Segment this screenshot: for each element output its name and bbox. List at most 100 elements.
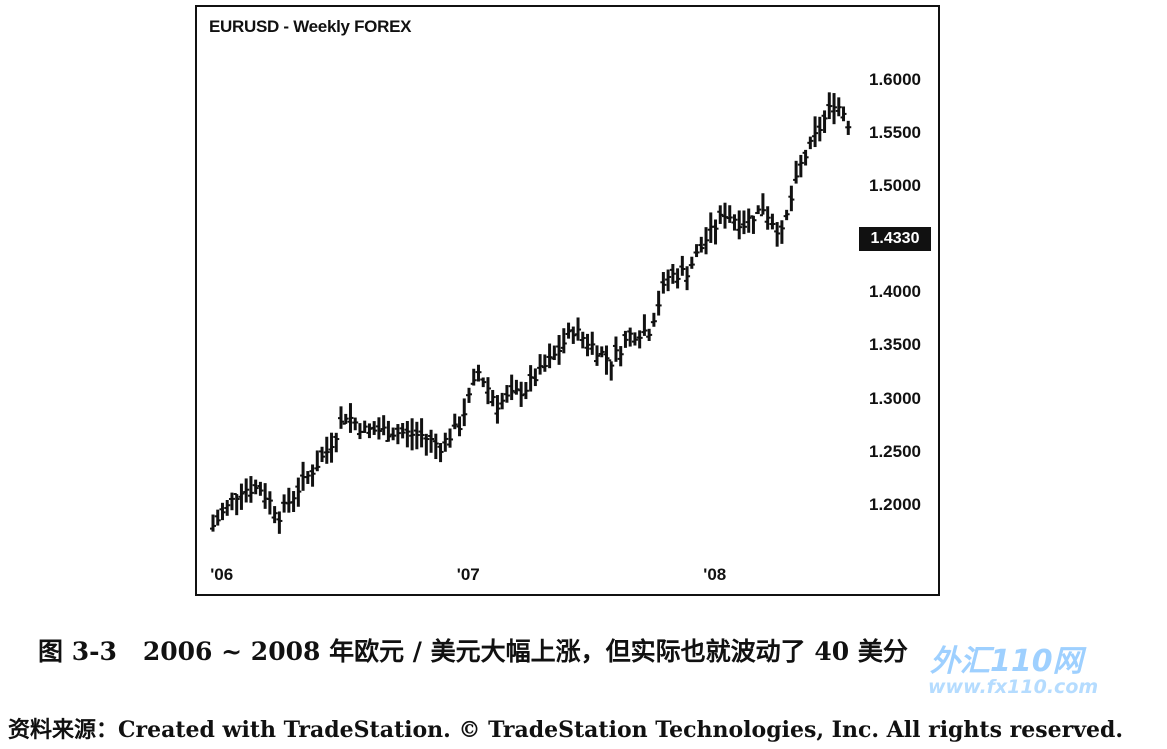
price-bar bbox=[214, 509, 221, 526]
price-bar bbox=[466, 387, 472, 403]
y-tick-label: 1.5500 bbox=[869, 123, 921, 143]
y-tick-label: 1.2000 bbox=[869, 494, 921, 514]
price-bar bbox=[290, 491, 297, 512]
price-bar bbox=[612, 336, 619, 362]
price-bar bbox=[617, 346, 624, 367]
price-bar bbox=[840, 106, 847, 122]
price-bar bbox=[537, 354, 544, 375]
price-bar bbox=[688, 256, 695, 269]
price-bar bbox=[394, 424, 401, 445]
price-bar bbox=[769, 213, 776, 230]
price-bar bbox=[409, 418, 416, 451]
price-bar bbox=[551, 345, 558, 361]
price-bar bbox=[579, 331, 586, 349]
price-bar bbox=[641, 314, 648, 336]
price-bar bbox=[276, 511, 283, 534]
price-bar bbox=[499, 392, 506, 410]
price-bar bbox=[228, 492, 235, 511]
price-bar bbox=[603, 345, 610, 375]
price-bar bbox=[262, 483, 269, 509]
price-bar bbox=[233, 492, 240, 516]
price-bar bbox=[831, 93, 838, 125]
price-bar bbox=[247, 476, 254, 503]
price-bar bbox=[314, 450, 321, 472]
price-bar bbox=[532, 368, 539, 387]
y-tick-label: 1.6000 bbox=[869, 70, 921, 90]
price-bar bbox=[366, 423, 373, 439]
price-bar bbox=[323, 436, 330, 464]
price-bar bbox=[361, 420, 368, 433]
y-tick-label: 1.5000 bbox=[869, 176, 921, 196]
price-bar bbox=[608, 359, 615, 381]
price-bar bbox=[802, 149, 809, 166]
price-bar bbox=[428, 429, 435, 453]
price-bar bbox=[423, 433, 430, 456]
x-tick-label: '08 bbox=[703, 565, 727, 584]
chart-frame: EURUSD - Weekly FOREX 1.6000 1.5500 1.5000… bbox=[195, 5, 940, 596]
price-bar bbox=[636, 330, 643, 349]
price-bar bbox=[783, 209, 790, 221]
price-bar bbox=[390, 427, 397, 441]
price-bar bbox=[660, 272, 667, 294]
price-bar bbox=[295, 477, 302, 507]
price-bar bbox=[442, 432, 449, 452]
price-bar bbox=[646, 328, 653, 342]
price-bar bbox=[698, 236, 705, 253]
price-bar bbox=[319, 446, 326, 463]
price-bar bbox=[437, 443, 444, 463]
price-bar bbox=[693, 244, 700, 258]
price-bar bbox=[556, 335, 563, 365]
price-bar bbox=[494, 395, 501, 424]
price-bar bbox=[210, 514, 216, 532]
price-bar bbox=[778, 220, 785, 244]
price-bar bbox=[503, 385, 510, 403]
price-bar bbox=[712, 219, 719, 245]
price-bar bbox=[759, 193, 766, 217]
source-credit: 资料来源：Created with TradeStation. © TradeS… bbox=[8, 717, 1124, 743]
price-bar bbox=[432, 433, 439, 460]
price-bar bbox=[703, 227, 710, 255]
price-bar bbox=[679, 255, 686, 276]
price-bar bbox=[522, 382, 529, 400]
price-bar bbox=[461, 398, 468, 427]
price-bar bbox=[584, 333, 591, 357]
price-bar bbox=[627, 327, 634, 347]
y-tick-label: 1.3000 bbox=[869, 388, 921, 408]
price-bar bbox=[684, 266, 691, 291]
price-bar bbox=[717, 205, 724, 224]
price-bar bbox=[513, 379, 520, 395]
price-bar bbox=[541, 354, 548, 372]
price-bar bbox=[594, 345, 600, 366]
price-bar bbox=[665, 269, 672, 292]
price-bar bbox=[375, 417, 382, 440]
price-bar bbox=[797, 154, 804, 178]
y-tick-label: 1.2500 bbox=[869, 441, 921, 461]
price-bar bbox=[622, 330, 629, 348]
price-bar bbox=[266, 491, 273, 515]
price-bar bbox=[740, 210, 747, 235]
price-bar bbox=[707, 212, 714, 243]
price-bar bbox=[816, 116, 823, 142]
price-bar bbox=[669, 264, 676, 284]
price-bar bbox=[328, 432, 335, 463]
price-bar bbox=[338, 406, 344, 429]
x-tick-label: '07 bbox=[456, 565, 480, 584]
price-bar bbox=[333, 432, 340, 453]
price-bar bbox=[745, 208, 752, 233]
price-bar bbox=[565, 322, 572, 339]
price-bar bbox=[598, 346, 605, 358]
price-bar bbox=[418, 418, 425, 448]
price-bar bbox=[243, 478, 250, 503]
y-tick-label: 1.3500 bbox=[869, 335, 921, 355]
chart-title: EURUSD - Weekly FOREX bbox=[209, 17, 412, 36]
price-bar bbox=[385, 420, 392, 442]
price-bar bbox=[722, 202, 728, 229]
price-bar bbox=[451, 413, 458, 430]
price-bar bbox=[470, 368, 477, 386]
watermark-logo: 外汇110网 bbox=[930, 644, 1083, 679]
price-bar bbox=[508, 374, 515, 401]
price-bar bbox=[812, 116, 819, 148]
price-bar bbox=[447, 428, 454, 448]
price-bar bbox=[489, 389, 496, 407]
price-bar bbox=[726, 205, 733, 223]
